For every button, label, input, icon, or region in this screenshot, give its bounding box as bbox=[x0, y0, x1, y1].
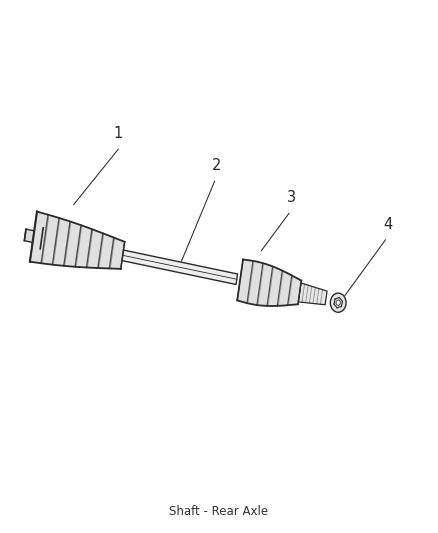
Text: 2: 2 bbox=[212, 158, 222, 173]
Circle shape bbox=[336, 300, 340, 305]
Text: 1: 1 bbox=[113, 126, 123, 141]
Polygon shape bbox=[298, 283, 327, 305]
Polygon shape bbox=[25, 229, 35, 243]
Polygon shape bbox=[237, 260, 301, 306]
Text: Shaft - Rear Axle: Shaft - Rear Axle bbox=[170, 505, 268, 518]
Polygon shape bbox=[120, 250, 237, 285]
Polygon shape bbox=[30, 212, 125, 269]
Text: 4: 4 bbox=[383, 217, 392, 232]
Polygon shape bbox=[32, 226, 43, 249]
Text: 3: 3 bbox=[287, 190, 296, 205]
Circle shape bbox=[330, 293, 346, 312]
